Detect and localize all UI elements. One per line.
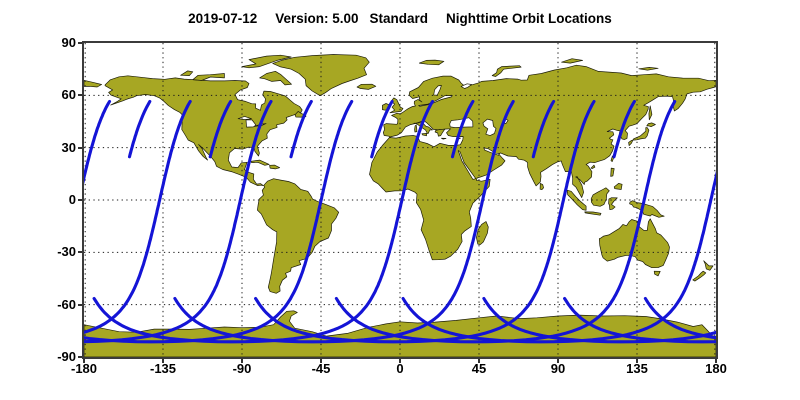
orbit-track [334,99,677,344]
land-shape [590,187,610,207]
land-shape [491,65,522,77]
y-axis-tick-label: -90 [57,349,76,364]
sea-shape [482,118,497,136]
land-shape [638,67,659,71]
sea-shape [460,83,472,89]
x-axis-tick-label: -135 [149,361,177,376]
y-axis-tick [78,303,82,306]
land-shape [648,105,653,121]
x-axis-tick-label: -90 [232,361,252,376]
land-shape [692,270,707,282]
orbit-track [531,99,556,159]
orbit-track [208,99,233,159]
x-axis-tick [478,359,480,363]
land-shape [629,200,665,218]
x-axis-tick-label: -45 [311,361,331,376]
x-axis-tick [557,359,559,363]
land-shape [434,128,446,137]
land-shape [192,73,225,81]
y-axis-tick [78,42,82,44]
orbit-track [173,99,515,344]
x-axis-tick-label: 135 [626,361,648,376]
y-axis-tick [78,356,82,358]
sea-shape [245,119,257,128]
land-shape [539,183,544,191]
land-shape [269,164,281,170]
land-shape [566,189,587,211]
x-axis-tick [83,359,85,363]
land-shape [441,137,447,140]
orbit-track [84,99,192,334]
orbit-track [563,296,716,344]
orbit-track [84,99,112,185]
x-axis-tick [241,359,243,363]
land-shape [476,221,489,245]
land-shape [241,54,292,69]
y-axis-tick [78,94,82,97]
title-mode: Standard [369,11,429,26]
title-version: Version: 5.00 [275,11,359,26]
orbit-track [127,99,152,159]
land-shape [653,270,661,277]
land-shape [369,64,716,261]
orbit-track [84,99,273,344]
land-shape [104,75,303,187]
y-axis-tick-label: 30 [61,139,76,155]
land-shape [590,164,596,169]
land-shape [180,70,194,76]
orbit-track [482,296,716,344]
land-shape [421,133,428,137]
land-shape [584,211,602,216]
orbit-track [612,99,636,159]
land-shape [356,83,377,90]
orbit-track [289,99,313,159]
land-shape [610,167,615,177]
x-axis-tick-label: 180 [705,361,727,376]
orbit-track [370,99,394,159]
x-axis-tick [715,359,717,363]
land-shape [259,70,292,86]
orbit-track [84,99,354,344]
land-shape [414,124,418,133]
orbit-track [450,99,475,159]
x-axis-tick-label: 45 [471,361,487,376]
x-axis-tick [162,359,164,363]
title-text: Nighttime Orbit Locations [446,11,612,26]
x-axis-tick-label: 0 [396,361,404,376]
land-shape [272,54,370,97]
orbit-track [92,99,435,344]
y-axis-tick-label: -60 [57,296,76,312]
land-shape [257,178,340,294]
figure-title: 2019-07-12 Version: 5.00 Standard Nightt… [82,11,718,26]
land-shape [561,58,583,64]
y-axis-tick [78,251,82,254]
x-axis-tick-label: -180 [70,361,98,376]
y-axis-tick-label: 0 [68,192,76,207]
land-shape [418,59,445,66]
land-shape [628,127,650,146]
x-axis-tick-label: 90 [550,361,566,376]
land-shape [646,122,656,128]
land-shape [703,260,714,271]
sea-shape [457,150,477,180]
y-axis-tick-label: 60 [61,87,76,103]
x-axis-tick [636,359,638,363]
x-axis-tick [320,359,322,363]
world-map-with-orbit-tracks [84,43,716,357]
land-shape [608,197,618,210]
y-axis-tick-label: 90 [61,35,76,50]
land-shape [84,79,102,88]
y-axis-tick [78,146,82,149]
y-axis-tick-label: -30 [57,244,76,260]
y-axis-tick [78,199,82,201]
land-shape [613,183,623,190]
plot-area [82,41,718,359]
title-date: 2019-07-12 [188,11,258,26]
orbit-track [254,99,596,344]
land-shape [250,159,270,166]
x-axis-tick [399,359,401,363]
